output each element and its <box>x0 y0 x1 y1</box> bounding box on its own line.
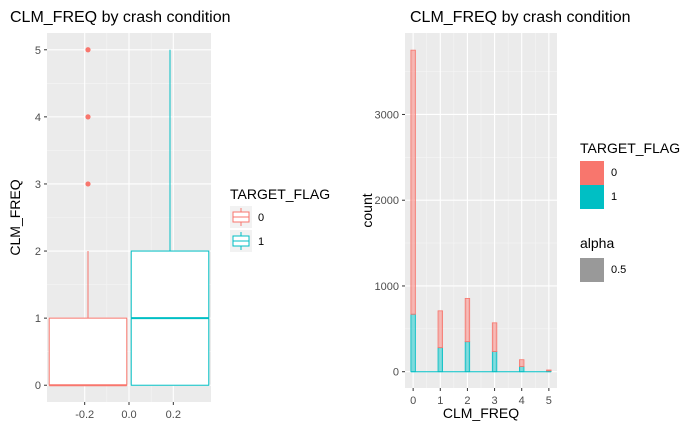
y-tick-label: 0 <box>35 380 41 392</box>
histogram-legend: TARGET_FLAG 0 1 alpha 0.5 <box>580 140 680 282</box>
histogram-y-axis-title: count <box>359 193 375 227</box>
box-group-0 <box>48 47 128 387</box>
boxplot-legend-key-0 <box>230 206 252 228</box>
bar-segment-1 <box>519 366 525 373</box>
histogram-alpha-legend-title: alpha <box>580 235 614 251</box>
histogram-title: CLM_FREQ by crash condition <box>410 9 631 26</box>
bar-segment-0 <box>491 322 498 352</box>
boxplot-legend-title: TARGET_FLAG <box>230 186 330 202</box>
boxplot-y-ticks: 0 1 2 3 4 5 <box>35 45 47 392</box>
histogram-chart: CLM_FREQ by crash condition 010002000300… <box>359 9 680 421</box>
histogram-bin-2 <box>464 297 471 373</box>
x-tick-label: 0.0 <box>121 409 136 421</box>
x-tick-label: 0 <box>410 395 416 407</box>
x-tick-label: 5 <box>546 395 552 407</box>
boxplot-legend-keys <box>230 206 252 252</box>
histogram-bars <box>410 49 552 373</box>
x-tick-label: 2 <box>464 395 470 407</box>
boxplot-legend-label-1: 1 <box>258 236 264 248</box>
y-tick-label: 3 <box>35 179 41 191</box>
boxplot-legend-label-0: 0 <box>258 212 264 224</box>
bar-segment-1 <box>410 313 416 373</box>
outlier-point <box>85 114 91 120</box>
x-tick-label: 0.2 <box>166 409 181 421</box>
histogram-bin-0 <box>410 49 416 373</box>
y-tick-label: 2 <box>35 246 41 258</box>
boxplot-chart: CLM_FREQ by crash condition 0 1 2 3 4 5 -0.2 0… <box>7 9 330 421</box>
x-tick-label: 3 <box>492 395 498 407</box>
histogram-bin-4 <box>519 359 525 373</box>
histogram-bin-3 <box>491 322 498 373</box>
bar-segment-1 <box>464 341 471 373</box>
y-tick-label: 3000 <box>375 109 399 121</box>
y-tick-label: 0 <box>393 367 399 379</box>
bar-segment-0 <box>519 359 525 367</box>
histogram-alpha-legend-key <box>580 258 604 282</box>
histogram-x-ticks: 0 1 2 3 4 5 <box>410 388 552 407</box>
bar-segment-0 <box>546 369 552 372</box>
histogram-bin-1 <box>437 310 443 373</box>
y-tick-label: 1 <box>35 313 41 325</box>
y-tick-label: 4 <box>35 112 41 124</box>
box-group-1 <box>130 49 210 386</box>
x-tick-label: 1 <box>437 395 443 407</box>
outlier-point <box>85 47 91 53</box>
bar-segment-0 <box>410 49 416 315</box>
histogram-legend-label-1: 1 <box>611 191 617 203</box>
boxplot-boxes <box>48 47 210 387</box>
outlier-point <box>85 181 91 187</box>
boxplot-x-ticks: -0.2 0.0 0.2 <box>75 402 181 421</box>
histogram-legend-keys <box>580 161 604 282</box>
boxplot-y-axis-title: CLM_FREQ <box>7 179 23 255</box>
bar-segment-0 <box>437 310 443 349</box>
histogram-legend-key-1 <box>580 185 604 209</box>
histogram-legend-label-0: 0 <box>611 167 617 179</box>
histogram-bin-5 <box>546 369 552 373</box>
y-tick-label: 2000 <box>375 195 399 207</box>
y-tick-label: 5 <box>35 45 41 57</box>
y-tick-label: 1000 <box>375 281 399 293</box>
histogram-legend-key-0 <box>580 161 604 185</box>
box <box>48 317 128 386</box>
bar-segment-0 <box>464 297 471 343</box>
histogram-y-ticks: 0 1000 2000 3000 <box>375 109 405 379</box>
boxplot-legend-key-1 <box>230 230 252 252</box>
bar-segment-1 <box>437 347 443 373</box>
histogram-x-axis-title: CLM_FREQ <box>443 405 519 421</box>
boxplot-legend: TARGET_FLAG 0 1 <box>230 186 330 252</box>
histogram-legend-title: TARGET_FLAG <box>580 140 680 156</box>
bar-segment-1 <box>491 351 498 373</box>
x-tick-label: 4 <box>519 395 525 407</box>
x-tick-label: -0.2 <box>75 409 94 421</box>
histogram-alpha-legend-label: 0.5 <box>611 264 626 276</box>
boxplot-title: CLM_FREQ by crash condition <box>10 9 231 26</box>
